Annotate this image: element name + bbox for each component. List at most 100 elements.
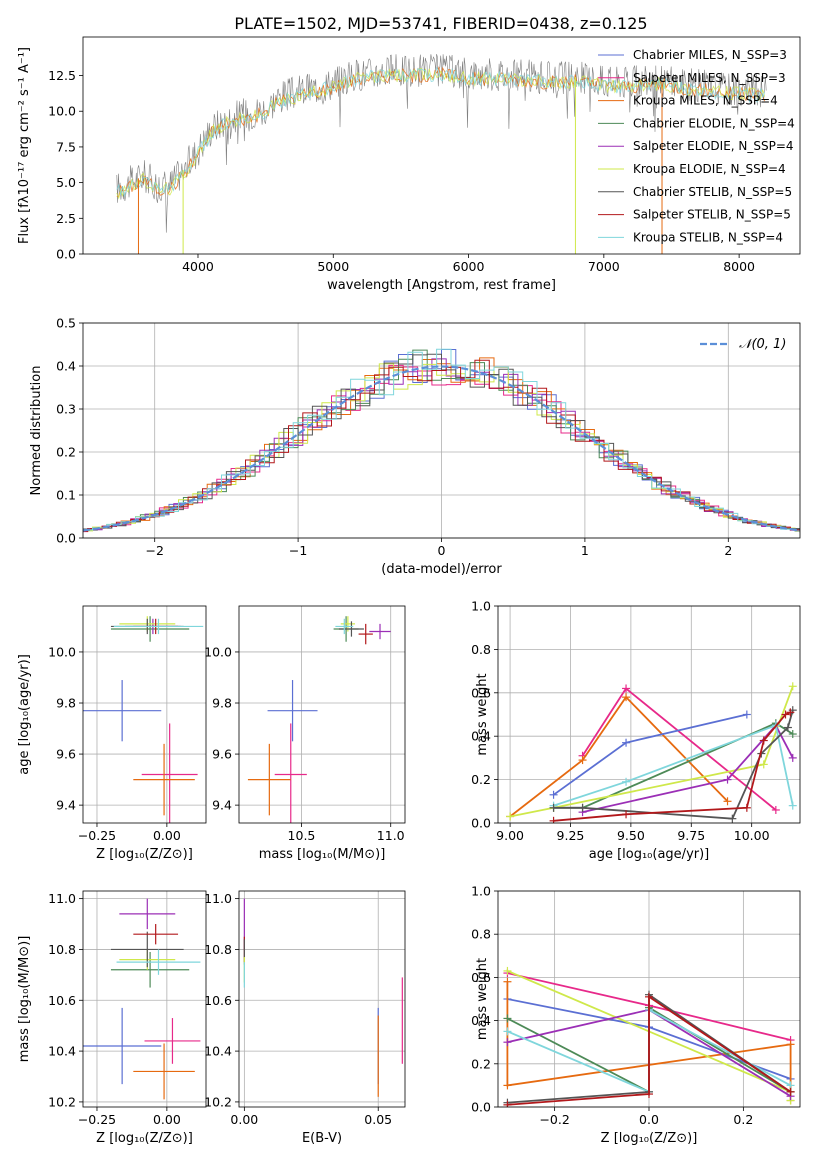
residuals-ytick-label: 0.3 — [56, 402, 76, 417]
spectrum-legend-label: Kroupa MILES, N_SSP=4 — [633, 94, 778, 108]
residuals-ytick-label: 0.5 — [56, 316, 76, 331]
spectrum-ylabel: Flux [fλ10⁻¹⁷ erg cm⁻² s⁻¹ A⁻¹] — [17, 47, 32, 244]
mass-vs-ebv-xtick-label: 0.00 — [230, 1112, 258, 1127]
spectrum-legend-label: Chabrier ELODIE, N_SSP=4 — [633, 116, 795, 130]
residual-histogram-step — [83, 348, 800, 532]
age-vs-mass-xlabel: mass [log₁₀(M/M⊙)] — [259, 847, 386, 862]
mass-weight-vs-age-series-line — [581, 687, 777, 811]
mass-weight-vs-age-ytick-label: 0.0 — [471, 816, 491, 831]
age-vs-Z-ytick-label: 10.0 — [48, 644, 76, 659]
residuals-plot-area — [83, 348, 800, 533]
mass-weight-vs-age-xtick-label: 9.50 — [617, 828, 645, 843]
age-vs-mass-xtick-label: 10.5 — [288, 828, 316, 843]
gaussian-curve — [83, 365, 800, 532]
spectrum-ytick-label: 0.0 — [56, 247, 76, 262]
mass-vs-Z-ytick-label: 10.2 — [48, 1094, 76, 1109]
spectrum-plot-area — [116, 54, 767, 254]
mass-vs-Z-ytick-label: 10.4 — [48, 1044, 76, 1059]
mass-vs-Z-xtick-label: −0.25 — [78, 1112, 116, 1127]
spectrum-ytick-label: 12.5 — [48, 68, 76, 83]
spectrum-model-line — [116, 68, 765, 200]
mass-weight-vs-Z-frame — [497, 890, 801, 1108]
mass-vs-ebv-ytick-label: 10.8 — [204, 942, 232, 957]
spectrum-data-line — [116, 54, 767, 233]
spectrum-ytick-label: 10.0 — [48, 104, 76, 119]
age-vs-mass-ytick-label: 9.4 — [212, 798, 232, 813]
mass-weight-vs-age-xlabel: age [log₁₀(age/yr)] — [589, 847, 710, 862]
mass-weight-vs-Z-ytick-label: 1.0 — [471, 884, 491, 899]
spectrum-model-line — [116, 66, 765, 198]
mass-vs-Z-xlabel: Z [log₁₀(Z/Z⊙)] — [96, 1131, 193, 1146]
mass-vs-ebv-frame — [238, 890, 406, 1108]
age-vs-mass-ytick-label: 9.6 — [212, 747, 232, 762]
age-vs-mass-xtick-label: 11.0 — [377, 828, 405, 843]
residuals-xtick-label: −2 — [145, 543, 163, 558]
mass-weight-vs-age-xtick-label: 9.75 — [677, 828, 705, 843]
gaussian-legend-label: 𝒩(0, 1) — [739, 337, 786, 352]
spectrum-xtick-label: 6000 — [453, 259, 485, 274]
spectrum-xtick-label: 7000 — [588, 259, 620, 274]
spectrum-model-line — [116, 65, 765, 198]
age-vs-mass-ytick-label: 10.0 — [204, 644, 232, 659]
mass-vs-Z-ytick-label: 11.0 — [48, 891, 76, 906]
spectrum-legend-label: Salpeter MILES, N_SSP=3 — [633, 71, 786, 85]
mass-vs-Z-ylabel: mass [log₁₀(M/M⊙)] — [17, 936, 32, 1063]
residuals-ytick-label: 0.4 — [56, 359, 76, 374]
residuals-xlabel: (data-model)/error — [381, 562, 502, 577]
age-vs-mass-plot-area — [247, 616, 391, 823]
spectrum-legend-label: Kroupa STELIB, N_SSP=4 — [633, 230, 783, 244]
residuals-frame — [82, 322, 801, 539]
mass-weight-vs-Z-xtick-label: 0.0 — [639, 1112, 659, 1127]
mass-weight-vs-age-xtick-label: 9.25 — [557, 828, 585, 843]
residuals-ytick-label: 0.1 — [56, 488, 76, 503]
mass-vs-Z-ytick-label: 10.6 — [48, 993, 76, 1008]
mass-weight-vs-Z-plot-area — [503, 966, 795, 1107]
age-vs-Z-ytick-label: 9.6 — [56, 747, 76, 762]
mass-weight-vs-age-plot-area — [506, 682, 797, 823]
spectrum-legend-label: Chabrier STELIB, N_SSP=5 — [633, 185, 792, 199]
residual-histogram-step — [83, 353, 800, 533]
mass-weight-vs-Z-ytick-label: 0.2 — [471, 1056, 491, 1071]
mass-weight-vs-Z-ytick-label: 0.4 — [471, 1013, 491, 1028]
mass-weight-vs-age-series-line — [509, 695, 729, 818]
mass-weight-vs-age-series-line — [553, 724, 794, 807]
figure-title: PLATE=1502, MJD=53741, FIBERID=0438, z=0… — [234, 14, 647, 33]
age-vs-Z-xtick-label: 0.00 — [153, 828, 181, 843]
age-vs-mass-frame — [238, 605, 406, 824]
mass-weight-vs-age-series-line — [553, 709, 794, 820]
spectrum-legend-label: Salpeter ELODIE, N_SSP=4 — [633, 139, 794, 153]
residuals-xtick-label: 0 — [438, 543, 446, 558]
mass-vs-Z-plot-area — [83, 898, 201, 1100]
age-vs-Z-ytick-label: 9.4 — [56, 798, 76, 813]
spectrum-legend-label: Chabrier MILES, N_SSP=3 — [633, 48, 787, 62]
age-vs-Z-xlabel: Z [log₁₀(Z/Z⊙)] — [96, 847, 193, 862]
mass-vs-ebv-xlabel: E(B-V) — [302, 1131, 342, 1146]
mass-weight-vs-Z-ytick-label: 0.6 — [471, 970, 491, 985]
mass-weight-vs-age-frame — [497, 605, 801, 824]
mass-weight-vs-Z-xtick-label: −0.2 — [539, 1112, 569, 1127]
mass-vs-ebv-ytick-label: 10.4 — [204, 1044, 232, 1059]
age-vs-Z-frame — [82, 605, 207, 824]
mass-weight-vs-Z-xtick-label: 0.2 — [733, 1112, 753, 1127]
spectrum-legend-label: Salpeter STELIB, N_SSP=5 — [633, 208, 791, 222]
spectrum-xlabel: wavelength [Angstrom, rest frame] — [327, 278, 556, 293]
residuals-xtick-label: −1 — [289, 543, 307, 558]
residuals-xtick-label: 2 — [724, 543, 732, 558]
spectrum-legend-label: Kroupa ELODIE, N_SSP=4 — [633, 162, 786, 176]
mass-weight-vs-age-ytick-label: 0.8 — [471, 642, 491, 657]
mass-weight-vs-age-series-line — [582, 723, 794, 813]
mass-vs-ebv-xtick-label: 0.05 — [364, 1112, 392, 1127]
mass-weight-vs-Z-xlabel: Z [log₁₀(Z/Z⊙)] — [601, 1131, 698, 1146]
mass-vs-ebv-ytick-label: 11.0 — [204, 891, 232, 906]
mass-weight-vs-Z-ytick-label: 0.8 — [471, 927, 491, 942]
age-vs-mass-ytick-label: 9.8 — [212, 696, 232, 711]
residuals-xtick-label: 1 — [581, 543, 589, 558]
residuals-ylabel: Normed distribution — [29, 366, 44, 496]
age-vs-Z-ytick-label: 9.8 — [56, 696, 76, 711]
mass-vs-Z-frame — [82, 890, 207, 1108]
mass-vs-Z-xtick-label: 0.00 — [153, 1112, 181, 1127]
mass-weight-vs-age-xtick-label: 9.00 — [496, 828, 524, 843]
mass-weight-vs-Z-series-line — [507, 995, 792, 1106]
